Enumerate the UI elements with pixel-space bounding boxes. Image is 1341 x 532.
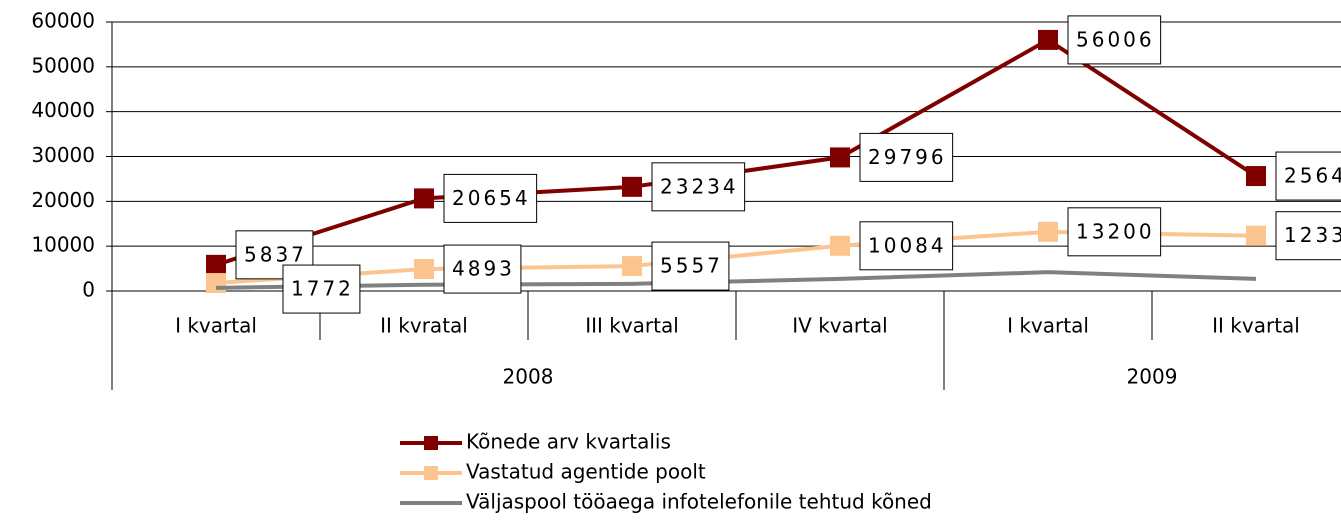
data-label: 4893 [452, 257, 515, 281]
marker [414, 259, 434, 280]
y-tick-label: 20000 [31, 188, 95, 212]
marker [1038, 29, 1058, 50]
marker [830, 147, 850, 168]
x-tick-label: IV kvartal [792, 314, 888, 338]
data-label: 29796 [868, 145, 947, 169]
data-label: 23234 [660, 174, 739, 198]
y-tick-label: 10000 [31, 233, 95, 257]
data-label-box [651, 241, 730, 291]
y-tick-label: 30000 [31, 143, 95, 167]
data-label-box [1067, 15, 1162, 65]
legend-marker [424, 466, 438, 480]
legend-marker [424, 436, 438, 450]
data-label-box [443, 244, 522, 294]
legend-label: Vastatud agentide poolt [466, 460, 706, 484]
data-label: 25640 [1284, 164, 1341, 188]
y-tick-label: 50000 [31, 53, 95, 77]
marker [206, 254, 226, 275]
x-tick-label: I kvartal [175, 314, 257, 338]
series-line [215, 270, 1257, 290]
y-tick-label: 40000 [31, 98, 95, 122]
marker [622, 256, 642, 277]
data-label: 5837 [244, 242, 307, 266]
data-label: 20654 [452, 186, 531, 210]
data-label-box [859, 132, 954, 182]
data-label-box [651, 162, 746, 212]
marker [622, 176, 642, 197]
marker [830, 235, 850, 256]
data-label: 10084 [868, 233, 947, 257]
legend-label: Väljaspool tööaega infotelefonile tehtud… [466, 490, 932, 514]
data-label-box [1275, 211, 1341, 261]
group-label: 2009 [1127, 365, 1178, 389]
x-tick-label: III kvartal [585, 314, 679, 338]
marker [414, 188, 434, 209]
marker [1246, 166, 1266, 187]
x-tick-label: II kvratal [380, 314, 468, 338]
data-label: 13200 [1076, 219, 1155, 243]
legend-label: Kõnede arv kvartalis [466, 430, 671, 454]
data-label: 12335 [1284, 223, 1341, 247]
data-label: 1772 [291, 277, 354, 301]
marker [206, 273, 226, 294]
data-label: 56006 [1076, 27, 1155, 51]
x-tick-label: I kvartal [1007, 314, 1089, 338]
data-label: 5557 [660, 254, 723, 278]
data-label-box [1067, 207, 1162, 257]
y-tick-label: 0 [82, 278, 95, 302]
data-label-box [443, 173, 538, 223]
marker [1038, 221, 1058, 242]
group-label: 2008 [503, 365, 554, 389]
data-label-box [1275, 151, 1341, 201]
marker [1246, 225, 1266, 246]
data-label-box [859, 221, 954, 271]
x-tick-label: II kvartal [1212, 314, 1300, 338]
y-tick-label: 60000 [31, 9, 95, 33]
data-label-box [282, 264, 361, 314]
